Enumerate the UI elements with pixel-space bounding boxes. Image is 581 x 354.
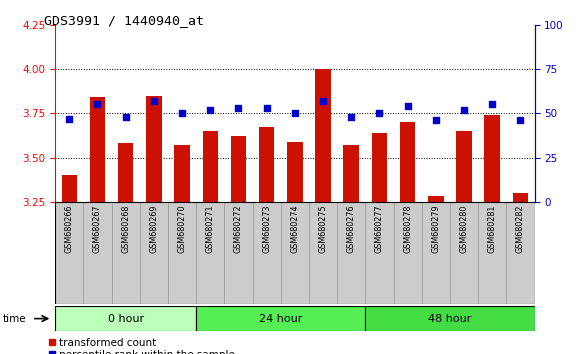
Bar [174, 145, 190, 202]
Bar [84, 202, 112, 304]
Point [375, 110, 384, 116]
Point [64, 116, 74, 121]
Bar [118, 143, 134, 202]
Bar [224, 202, 253, 304]
Text: GSM680276: GSM680276 [347, 205, 356, 253]
Text: GSM680275: GSM680275 [318, 205, 328, 253]
Point [516, 118, 525, 123]
Bar [422, 202, 450, 304]
Bar [343, 145, 359, 202]
Bar [140, 202, 168, 304]
Bar [337, 202, 365, 304]
Point [347, 114, 356, 120]
Bar [365, 306, 535, 331]
Text: GSM680266: GSM680266 [65, 205, 74, 253]
Text: time: time [3, 314, 27, 324]
Bar [196, 306, 365, 331]
Text: GSM680281: GSM680281 [487, 205, 497, 253]
Bar [365, 202, 393, 304]
Point [431, 118, 440, 123]
Text: GSM680269: GSM680269 [149, 205, 159, 253]
Point [487, 102, 497, 107]
Point [177, 110, 187, 116]
Text: GSM680274: GSM680274 [290, 205, 299, 253]
Bar [506, 202, 535, 304]
Bar [450, 202, 478, 304]
Point [121, 114, 130, 120]
Point [290, 110, 300, 116]
Text: 24 hour: 24 hour [259, 314, 303, 324]
Bar [428, 196, 443, 202]
Point [206, 107, 215, 113]
Bar [168, 202, 196, 304]
Text: GSM680267: GSM680267 [93, 205, 102, 253]
Bar [512, 193, 528, 202]
Point [318, 98, 328, 104]
Legend: transformed count, percentile rank within the sample: transformed count, percentile rank withi… [49, 338, 235, 354]
Bar [89, 97, 105, 202]
Bar [287, 142, 303, 202]
Text: 48 hour: 48 hour [428, 314, 472, 324]
Bar [62, 175, 77, 202]
Bar [372, 133, 387, 202]
Point [234, 105, 243, 111]
Bar [315, 69, 331, 202]
Text: GSM680282: GSM680282 [516, 205, 525, 253]
Bar [259, 127, 274, 202]
Bar [196, 202, 224, 304]
Point [403, 103, 413, 109]
Text: GSM680272: GSM680272 [234, 205, 243, 253]
Text: GSM680278: GSM680278 [403, 205, 412, 253]
Text: GSM680271: GSM680271 [206, 205, 215, 253]
Bar [309, 202, 337, 304]
Bar [203, 131, 218, 202]
Bar [231, 136, 246, 202]
Point [262, 105, 271, 111]
Text: GSM680279: GSM680279 [431, 205, 440, 253]
Point [149, 98, 159, 104]
Text: 0 hour: 0 hour [107, 314, 144, 324]
Text: GSM680280: GSM680280 [460, 205, 468, 253]
Bar [281, 202, 309, 304]
Bar [400, 122, 415, 202]
Bar [55, 202, 84, 304]
Bar [485, 115, 500, 202]
Bar [478, 202, 506, 304]
Bar [393, 202, 422, 304]
Bar [112, 202, 140, 304]
Bar [456, 131, 472, 202]
Text: GSM680270: GSM680270 [178, 205, 187, 253]
Text: GSM680273: GSM680273 [262, 205, 271, 253]
Text: GSM680268: GSM680268 [121, 205, 130, 253]
Bar [253, 202, 281, 304]
Bar [146, 96, 162, 202]
Text: GSM680277: GSM680277 [375, 205, 384, 253]
Point [460, 107, 469, 113]
Point [93, 102, 102, 107]
Text: GDS3991 / 1440940_at: GDS3991 / 1440940_at [44, 14, 203, 27]
Bar [55, 306, 196, 331]
